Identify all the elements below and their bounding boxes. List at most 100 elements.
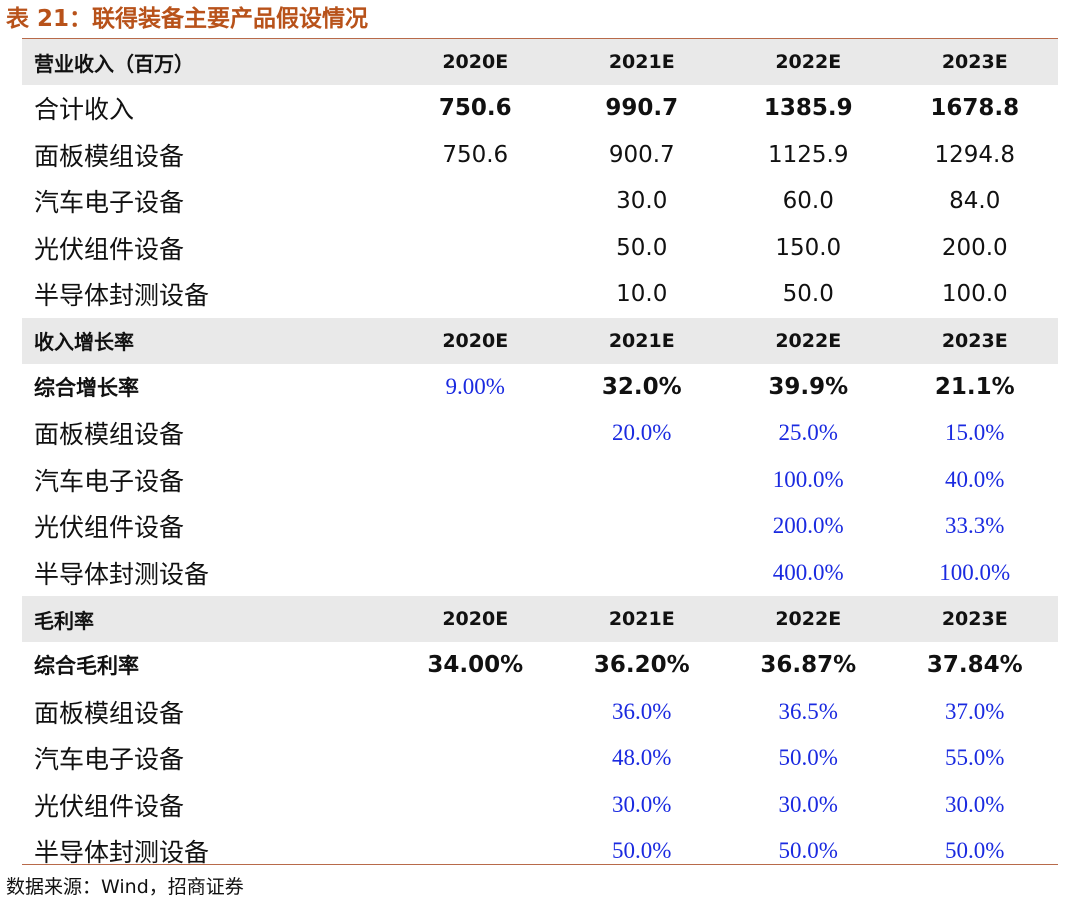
row-label: 半导体封测设备 bbox=[34, 281, 210, 311]
value-cell: 200.0 bbox=[941, 234, 1008, 261]
value-cell: 34.00% bbox=[427, 652, 524, 679]
row-label: 面板模组设备 bbox=[34, 698, 185, 728]
value-cell: 33.3% bbox=[945, 513, 1005, 539]
value-cell: 50.0 bbox=[616, 234, 668, 261]
row-label: 光伏组件设备 bbox=[34, 791, 185, 821]
section-header-label: 收入增长率 bbox=[34, 330, 134, 354]
assumptions-table: 营业收入（百万） 2020E 2021E 2022E 2023E 合计收入 750.6 990… bbox=[22, 39, 1058, 875]
value-cell: 900.7 bbox=[608, 141, 675, 168]
value-cell bbox=[559, 457, 726, 504]
value-cell: 1385.9 bbox=[763, 95, 853, 122]
table-row: 综合增长率 9.00% 32.0% 39.9% 21.1% bbox=[22, 364, 1058, 411]
row-label: 综合增长率 bbox=[34, 375, 139, 400]
table-row: 半导体封测设备 10.0 50.0 100.0 bbox=[22, 271, 1058, 318]
value-cell: 15.0% bbox=[945, 420, 1005, 446]
year-header-cell: 2022E bbox=[775, 608, 842, 630]
value-cell: 10.0 bbox=[616, 281, 668, 308]
value-cell bbox=[559, 550, 726, 597]
value-cell: 20.0% bbox=[612, 420, 672, 446]
value-cell: 400.0% bbox=[772, 559, 844, 585]
value-cell bbox=[392, 503, 559, 550]
value-cell bbox=[392, 782, 559, 829]
value-cell: 750.6 bbox=[438, 95, 512, 122]
year-header-cell: 2021E bbox=[608, 329, 675, 352]
value-cell bbox=[559, 503, 726, 550]
source-note: 数据来源：Wind，招商证券 bbox=[6, 876, 244, 898]
year-header-cell: 2023E bbox=[941, 51, 1008, 73]
year-header-cell: 2022E bbox=[775, 51, 842, 73]
table-row: 面板模组设备 36.0% 36.5% 37.0% bbox=[22, 689, 1058, 736]
value-cell: 50.0% bbox=[612, 838, 672, 864]
value-cell: 100.0% bbox=[939, 559, 1011, 585]
value-cell: 1678.8 bbox=[930, 95, 1020, 122]
value-cell bbox=[392, 410, 559, 457]
value-cell: 36.5% bbox=[778, 698, 838, 724]
table-row: 光伏组件设备 200.0% 33.3% bbox=[22, 503, 1058, 550]
value-cell: 50.0% bbox=[778, 838, 838, 864]
value-cell: 50.0% bbox=[778, 745, 838, 771]
year-header-cell: 2023E bbox=[941, 608, 1008, 630]
table-body: 营业收入（百万） 2020E 2021E 2022E 2023E 合计收入 750.6 990… bbox=[22, 39, 1058, 875]
value-cell: 100.0% bbox=[772, 466, 844, 492]
value-cell: 32.0% bbox=[601, 373, 682, 400]
value-cell: 36.0% bbox=[612, 698, 672, 724]
value-cell: 200.0% bbox=[772, 513, 844, 539]
table-row: 汽车电子设备 30.0 60.0 84.0 bbox=[22, 178, 1058, 225]
row-label: 汽车电子设备 bbox=[34, 466, 185, 496]
value-cell bbox=[392, 735, 559, 782]
value-cell bbox=[392, 457, 559, 504]
value-cell bbox=[392, 689, 559, 736]
table-title: 表 21：联得装备主要产品假设情况 bbox=[6, 6, 369, 32]
value-cell: 1294.8 bbox=[934, 141, 1015, 168]
value-cell: 60.0 bbox=[782, 188, 834, 215]
value-cell: 55.0% bbox=[945, 745, 1005, 771]
value-cell bbox=[392, 271, 559, 318]
value-cell: 990.7 bbox=[605, 95, 679, 122]
value-cell: 750.6 bbox=[442, 141, 509, 168]
row-label: 面板模组设备 bbox=[34, 141, 185, 171]
value-cell: 1125.9 bbox=[768, 141, 849, 168]
table-row: 综合毛利率 34.00% 36.20% 36.87% 37.84% bbox=[22, 642, 1058, 689]
year-header-cell: 2020E bbox=[442, 51, 509, 73]
section-header-row: 营业收入（百万） 2020E 2021E 2022E 2023E bbox=[22, 39, 1058, 85]
value-cell: 48.0% bbox=[612, 745, 672, 771]
value-cell: 100.0 bbox=[941, 281, 1008, 308]
row-label: 面板模组设备 bbox=[34, 420, 185, 450]
table-row: 半导体封测设备 400.0% 100.0% bbox=[22, 550, 1058, 597]
value-cell: 30.0% bbox=[778, 791, 838, 817]
value-cell: 36.20% bbox=[593, 652, 690, 679]
value-cell bbox=[392, 828, 559, 875]
value-cell: 150.0 bbox=[775, 234, 842, 261]
section-header-label: 营业收入（百万） bbox=[34, 51, 194, 76]
value-cell: 25.0% bbox=[778, 420, 838, 446]
value-cell bbox=[392, 178, 559, 225]
row-label: 光伏组件设备 bbox=[34, 234, 185, 264]
value-cell bbox=[392, 225, 559, 272]
year-header-cell: 2022E bbox=[775, 329, 842, 352]
table-row: 合计收入 750.6 990.7 1385.9 1678.8 bbox=[22, 85, 1058, 132]
value-cell: 30.0% bbox=[945, 791, 1005, 817]
value-cell: 30.0% bbox=[612, 791, 672, 817]
section-header-row: 毛利率 2020E 2021E 2022E 2023E bbox=[22, 596, 1058, 642]
top-rule bbox=[22, 38, 1058, 39]
row-label: 综合毛利率 bbox=[34, 654, 139, 679]
table-row: 面板模组设备 20.0% 25.0% 15.0% bbox=[22, 410, 1058, 457]
value-cell: 36.87% bbox=[760, 652, 857, 679]
value-cell: 9.00% bbox=[445, 373, 505, 399]
year-header-cell: 2020E bbox=[442, 608, 509, 630]
year-header-cell: 2020E bbox=[442, 329, 509, 352]
year-header-cell: 2021E bbox=[608, 51, 675, 73]
value-cell: 84.0 bbox=[949, 188, 1001, 215]
row-label: 合计收入 bbox=[34, 95, 135, 125]
table-row: 光伏组件设备 50.0 150.0 200.0 bbox=[22, 225, 1058, 272]
value-cell: 37.84% bbox=[926, 652, 1023, 679]
value-cell: 21.1% bbox=[934, 373, 1015, 400]
table-row: 光伏组件设备 30.0% 30.0% 30.0% bbox=[22, 782, 1058, 829]
table-row: 半导体封测设备 50.0% 50.0% 50.0% bbox=[22, 828, 1058, 875]
value-cell: 30.0 bbox=[616, 188, 668, 215]
row-label: 半导体封测设备 bbox=[34, 838, 210, 868]
row-label: 汽车电子设备 bbox=[34, 745, 185, 775]
value-cell: 37.0% bbox=[945, 698, 1005, 724]
value-cell: 50.0% bbox=[945, 838, 1005, 864]
year-header-cell: 2023E bbox=[941, 329, 1008, 352]
